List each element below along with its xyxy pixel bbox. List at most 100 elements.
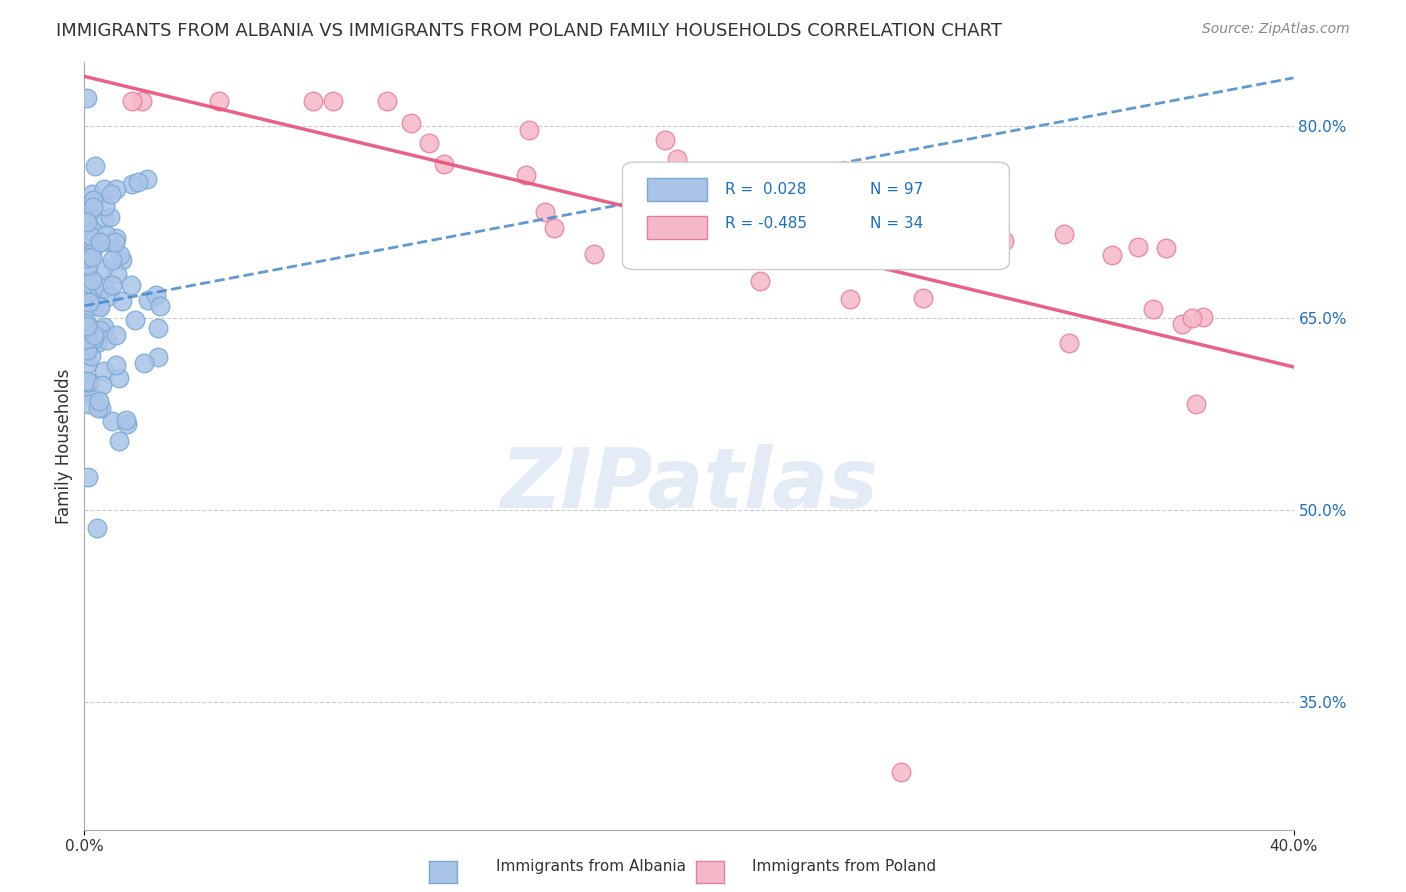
Immigrants from Albania xyxy=(76,258,98,272)
Immigrants from Albania xyxy=(93,260,115,275)
Text: R = -0.485: R = -0.485 xyxy=(725,216,807,231)
Immigrants from Poland xyxy=(654,133,676,147)
Immigrants from Poland xyxy=(1184,397,1206,411)
Immigrants from Poland xyxy=(1156,241,1178,255)
Immigrants from Poland xyxy=(582,247,605,261)
Immigrants from Albania xyxy=(87,299,110,313)
Immigrants from Poland xyxy=(1181,311,1204,326)
Immigrants from Albania xyxy=(80,195,103,210)
Immigrants from Poland xyxy=(740,249,762,263)
Immigrants from Albania xyxy=(79,205,101,219)
Immigrants from Poland xyxy=(825,240,848,254)
Immigrants from Albania xyxy=(96,333,118,347)
Immigrants from Albania xyxy=(90,235,112,250)
Immigrants from Albania xyxy=(94,199,117,213)
Immigrants from Albania xyxy=(98,211,121,225)
Immigrants from Albania xyxy=(76,319,98,334)
FancyBboxPatch shape xyxy=(647,216,707,239)
Text: ZIPatlas: ZIPatlas xyxy=(501,444,877,524)
Immigrants from Albania xyxy=(77,295,100,310)
FancyBboxPatch shape xyxy=(623,162,1010,269)
Immigrants from Albania xyxy=(148,351,170,365)
Immigrants from Albania xyxy=(148,321,170,335)
Y-axis label: Family Households: Family Households xyxy=(55,368,73,524)
Immigrants from Albania xyxy=(132,356,155,370)
Immigrants from Albania xyxy=(87,393,110,408)
Immigrants from Albania xyxy=(76,384,98,399)
Immigrants from Albania xyxy=(115,413,138,427)
Immigrants from Albania xyxy=(87,401,110,415)
Immigrants from Albania xyxy=(100,186,122,201)
Immigrants from Poland xyxy=(1142,302,1164,317)
Immigrants from Albania xyxy=(104,235,127,249)
Immigrants from Albania xyxy=(86,326,108,340)
Immigrants from Albania xyxy=(93,211,115,226)
Text: Immigrants from Poland: Immigrants from Poland xyxy=(752,859,935,874)
Immigrants from Albania xyxy=(136,293,159,308)
Immigrants from Albania xyxy=(115,417,138,432)
Immigrants from Poland xyxy=(1101,248,1123,262)
Immigrants from Albania xyxy=(76,376,98,390)
Immigrants from Albania xyxy=(89,285,111,299)
Text: Source: ZipAtlas.com: Source: ZipAtlas.com xyxy=(1202,22,1350,37)
Immigrants from Albania xyxy=(77,376,100,390)
Immigrants from Poland xyxy=(839,292,862,306)
Immigrants from Poland xyxy=(208,94,231,108)
Immigrants from Albania xyxy=(77,334,100,349)
Immigrants from Albania xyxy=(90,378,112,392)
Immigrants from Albania xyxy=(89,300,111,314)
Immigrants from Poland xyxy=(1057,336,1080,351)
Immigrants from Albania xyxy=(104,231,127,245)
Immigrants from Albania xyxy=(82,224,104,238)
Immigrants from Albania xyxy=(86,336,108,351)
Immigrants from Albania xyxy=(105,267,128,281)
Immigrants from Albania xyxy=(76,215,98,229)
FancyBboxPatch shape xyxy=(647,178,707,201)
Immigrants from Albania xyxy=(82,273,104,287)
Immigrants from Albania xyxy=(145,288,167,302)
Immigrants from Poland xyxy=(517,123,540,137)
Immigrants from Albania xyxy=(93,280,115,294)
Immigrants from Albania xyxy=(104,358,127,372)
Immigrants from Poland xyxy=(515,169,537,183)
Immigrants from Albania xyxy=(76,316,98,330)
Immigrants from Albania xyxy=(76,343,98,358)
Immigrants from Albania xyxy=(93,182,115,196)
Immigrants from Albania xyxy=(80,349,103,363)
Immigrants from Poland xyxy=(534,204,557,219)
Immigrants from Albania xyxy=(90,401,112,415)
Immigrants from Poland xyxy=(1053,227,1076,241)
Immigrants from Albania xyxy=(77,227,100,241)
Immigrants from Albania xyxy=(107,371,129,385)
Immigrants from Albania xyxy=(76,346,98,360)
Immigrants from Albania xyxy=(80,247,103,261)
Immigrants from Albania xyxy=(89,323,111,337)
Immigrants from Albania xyxy=(104,182,127,196)
Immigrants from Albania xyxy=(104,328,127,343)
Immigrants from Albania xyxy=(77,397,100,411)
Immigrants from Poland xyxy=(665,152,688,166)
Immigrants from Poland xyxy=(748,274,770,288)
Immigrants from Albania xyxy=(89,235,111,250)
Immigrants from Albania xyxy=(80,390,103,404)
Immigrants from Albania xyxy=(77,276,100,290)
Immigrants from Poland xyxy=(1192,310,1215,325)
Immigrants from Albania xyxy=(82,200,104,214)
Immigrants from Poland xyxy=(911,291,934,305)
Immigrants from Albania xyxy=(124,313,146,327)
Text: R =  0.028: R = 0.028 xyxy=(725,181,807,196)
Immigrants from Albania xyxy=(83,325,105,339)
Immigrants from Albania xyxy=(76,251,98,265)
Immigrants from Albania xyxy=(76,374,98,388)
Immigrants from Poland xyxy=(418,136,440,150)
Immigrants from Poland xyxy=(377,94,399,108)
Immigrants from Albania xyxy=(101,277,124,292)
Immigrants from Poland xyxy=(1170,317,1192,331)
Immigrants from Albania xyxy=(100,235,122,249)
Immigrants from Albania xyxy=(77,470,100,484)
Immigrants from Poland xyxy=(121,94,143,108)
Immigrants from Albania xyxy=(82,250,104,264)
Immigrants from Poland xyxy=(1126,240,1149,254)
Immigrants from Albania xyxy=(108,434,131,448)
Immigrants from Albania xyxy=(76,319,98,334)
